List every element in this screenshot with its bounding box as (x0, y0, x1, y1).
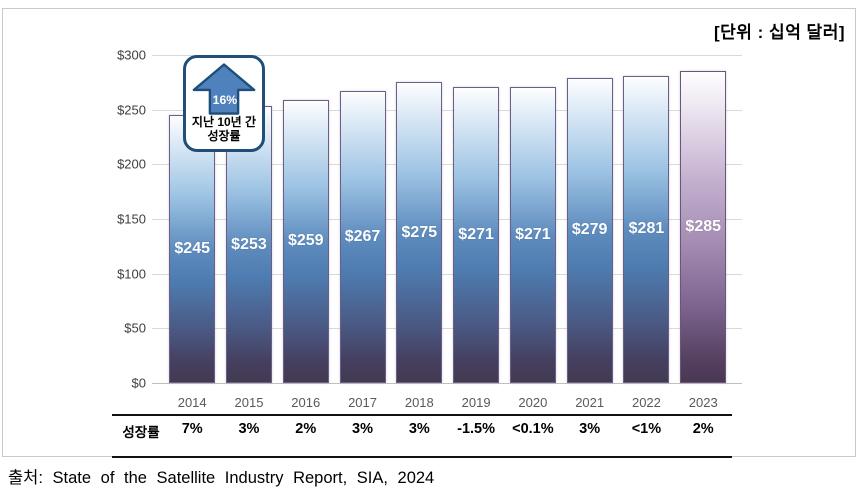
bar-value-label: $267 (344, 228, 381, 246)
growth-rate-2018: 3% (408, 421, 430, 437)
callout-text-line1: 지난 10년 간 (191, 115, 257, 129)
gridline-0 (152, 383, 742, 384)
growth-callout: 16% 지난 10년 간 성장률 (183, 55, 265, 152)
bar-2021: $279 (566, 77, 613, 383)
callout-text-line2: 성장률 (207, 128, 241, 143)
bar-value-label: $275 (401, 223, 438, 241)
growth-rate-2019: -1.5% (457, 421, 496, 437)
source-caption: 출처: State of the Satellite Industry Repo… (8, 469, 435, 487)
gridline-150 (152, 219, 742, 220)
growth-rate-2022: <1% (631, 421, 662, 437)
unit-label: [단위 : 십억 달러] (714, 23, 845, 42)
growth-rate-2020: <0.1% (512, 421, 554, 437)
bar-value-label: $245 (174, 240, 210, 258)
x-axis-label-2021: 2021 (575, 395, 605, 410)
gridline-50 (152, 328, 742, 330)
bar-value-label: $271 (515, 225, 551, 243)
x-axis-label-2014: 2014 (177, 395, 207, 410)
table-line-bottom (112, 456, 732, 458)
bar-2016: $259 (282, 99, 329, 383)
bar-2019: $271 (453, 86, 500, 383)
bar-2014: $245 (169, 115, 216, 383)
bar-value-label: $253 (231, 235, 267, 253)
y-axis-tick-label: $150 (117, 211, 146, 227)
x-axis-label-2020: 2020 (518, 395, 548, 410)
bar-2020: $271 (509, 86, 556, 383)
bar-2018: $275 (396, 82, 443, 383)
x-axis-label-2015: 2015 (234, 395, 264, 410)
growth-rate-2023: 2% (692, 421, 714, 437)
y-axis-tick-label: $200 (117, 156, 146, 172)
gridline-300 (152, 55, 742, 56)
bar-value-label: $281 (628, 220, 665, 238)
x-axis-label-2018: 2018 (404, 395, 434, 410)
bar-value-label: $259 (287, 232, 324, 250)
x-axis-label-2023: 2023 (688, 395, 718, 410)
up-arrow-icon: 16% (192, 63, 256, 115)
growth-rate-2016: 2% (295, 421, 317, 437)
y-axis-tick-label: $0 (131, 375, 146, 391)
table-line-top (112, 414, 732, 416)
bar-2022: $281 (623, 75, 670, 383)
y-axis-tick-label: $300 (117, 47, 146, 63)
y-axis-tick-label: $100 (117, 266, 146, 282)
growth-row-header: 성장률 (122, 425, 160, 440)
bar-value-label: $279 (571, 221, 608, 239)
bar-2023: $285 (680, 71, 727, 383)
growth-rate-2017: 3% (352, 421, 374, 437)
bar-value-label: $285 (685, 218, 722, 236)
bar-2015: $253 (225, 106, 272, 383)
y-axis-tick-label: $250 (117, 102, 146, 118)
bar-2017: $267 (339, 91, 386, 383)
bar-value-label: $271 (458, 225, 494, 243)
y-axis-tick-label: $50 (124, 320, 146, 336)
gridline-200 (152, 164, 742, 166)
x-axis-label-2022: 2022 (631, 395, 661, 410)
growth-rate-2021: 3% (579, 421, 601, 437)
gridline-100 (152, 273, 742, 275)
x-axis-label-2017: 2017 (348, 395, 377, 410)
gridline-250 (152, 109, 742, 111)
callout-arrow-value: 16% (213, 93, 238, 107)
x-axis-label-2016: 2016 (291, 395, 321, 410)
x-axis-label-2019: 2019 (461, 395, 491, 410)
growth-rate-2015: 3% (238, 421, 260, 437)
growth-rate-2014: 7% (181, 421, 203, 437)
